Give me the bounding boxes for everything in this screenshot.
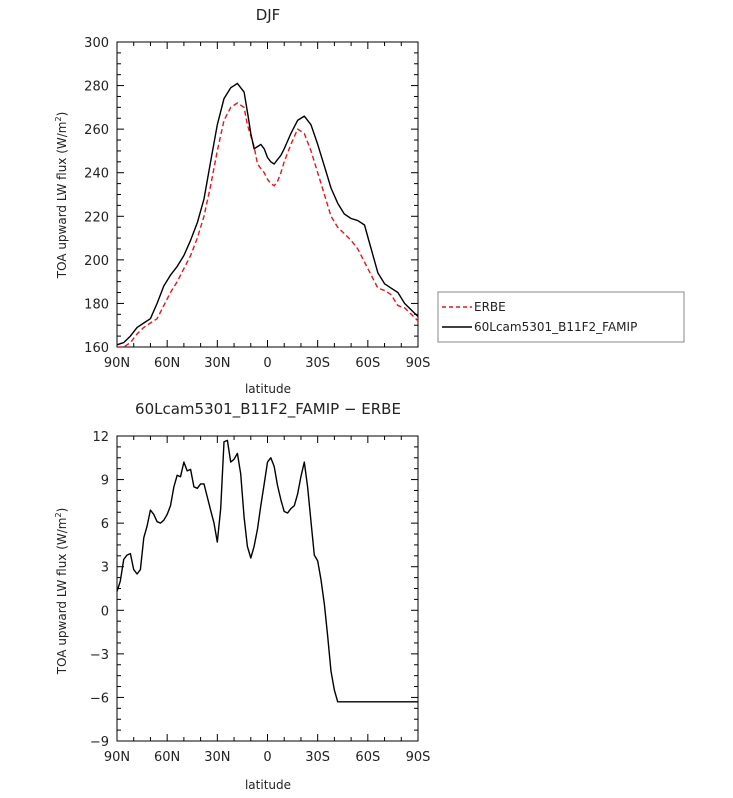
top-x-tick-label: 30S <box>305 356 330 371</box>
bottom-y-tick-label: −3 <box>90 648 109 663</box>
top-x-tick-label: 90S <box>406 356 431 371</box>
legend-label-model: 60Lcam5301_B11F2_FAMIP <box>474 320 637 334</box>
top-y-tick-label: 280 <box>84 80 109 95</box>
bottom-y-tick-label: 9 <box>101 474 109 489</box>
top-x-tick-label: 60N <box>154 356 180 371</box>
top-series-line-0 <box>117 102 419 348</box>
top-y-tick-label: 300 <box>84 36 109 51</box>
bottom-panel: 60Lcam5301_B11F2_FAMIP − ERBE 90N 60N 30N 0… <box>54 400 430 792</box>
top-y-tick-label: 260 <box>84 123 109 138</box>
top-x-axis-label: latitude <box>245 382 291 396</box>
top-plot-frame <box>116 41 419 348</box>
bottom-x-axis-label: latitude <box>245 778 291 792</box>
bottom-x-tick-label: 90N <box>104 750 130 765</box>
bottom-y-tick-label: −6 <box>90 691 109 706</box>
bottom-y-tick-label: −9 <box>90 735 109 750</box>
top-y-tick-label: 180 <box>84 297 109 312</box>
bottom-panel-title: 60Lcam5301_B11F2_FAMIP − ERBE <box>135 400 401 419</box>
top-x-tick-label: 60S <box>355 356 380 371</box>
bottom-x-tick-label: 30S <box>305 750 330 765</box>
bottom-x-tick-label: 0 <box>263 750 271 765</box>
bottom-y-tick-label: 12 <box>92 430 109 445</box>
bottom-x-tick-label: 30N <box>204 750 230 765</box>
top-panel-title: DJF <box>256 6 281 24</box>
bottom-axis-ticks: 90N 60N 30N 0 30S 60S 90S −9 −6 −3 0 3 6 9 12 <box>90 430 431 765</box>
top-x-tick-label: 0 <box>263 356 271 371</box>
bottom-x-tick-label: 90S <box>406 750 431 765</box>
legend-box <box>437 291 685 343</box>
top-series-lines <box>116 82 419 348</box>
top-y-tick-label: 240 <box>84 167 109 182</box>
legend: ERBE 60Lcam5301_B11F2_FAMIP <box>437 291 685 343</box>
bottom-y-tick-label: 3 <box>101 561 109 576</box>
bottom-y-tick-label: 0 <box>101 604 109 619</box>
top-y-tick-label: 220 <box>84 210 109 225</box>
bottom-y-tick-label: 6 <box>101 517 109 532</box>
top-x-tick-label: 30N <box>204 356 230 371</box>
top-panel: DJF 90N 60N 30N 0 30S 60S 90S 160 180 200 220 240 26… <box>54 6 430 396</box>
legend-label-erbe: ERBE <box>474 300 506 314</box>
top-y-tick-label: 200 <box>84 254 109 269</box>
top-y-axis-label: TOA upward LW flux (W/m2) <box>54 112 69 280</box>
bottom-x-tick-label: 60S <box>355 750 380 765</box>
top-y-tick-label: 160 <box>84 341 109 356</box>
bottom-x-tick-label: 60N <box>154 750 180 765</box>
bottom-series-lines <box>116 439 418 703</box>
top-series-line-1 <box>116 82 419 346</box>
bottom-series-line-0 <box>116 439 418 703</box>
bottom-plot-frame <box>116 435 419 742</box>
bottom-y-axis-label: TOA upward LW flux (W/m2) <box>54 508 69 676</box>
top-x-tick-label: 90N <box>104 356 130 371</box>
top-axis-ticks: 90N 60N 30N 0 30S 60S 90S 160 180 200 220 240 260 280… <box>84 36 430 371</box>
